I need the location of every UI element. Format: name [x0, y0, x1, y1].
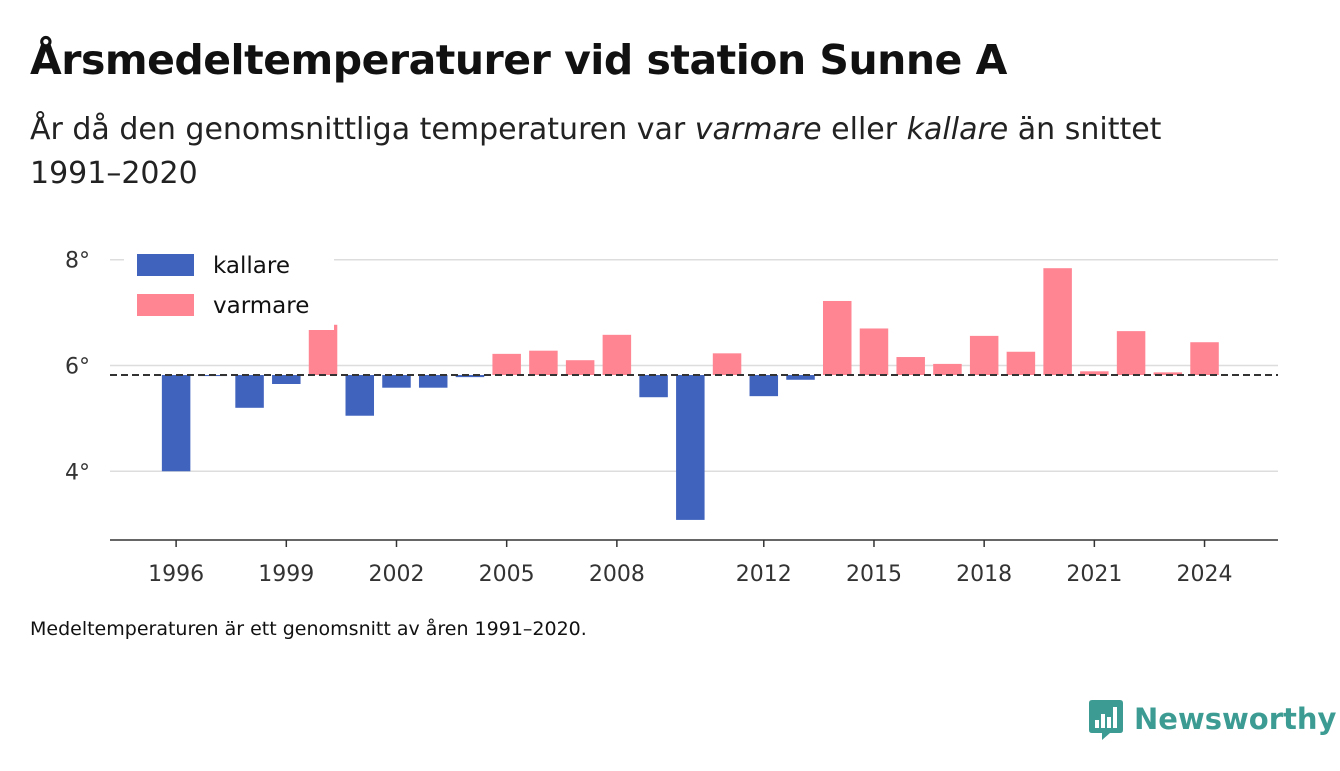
bar-kallare: [345, 375, 375, 416]
footnote: Medeltemperaturen är ett genomsnitt av å…: [30, 618, 587, 640]
x-tick-label: 2021: [1066, 562, 1122, 587]
bar-kallare: [418, 375, 448, 388]
y-tick-label: 4°: [65, 460, 90, 485]
subtitle-warm-word: varmare: [694, 112, 822, 147]
legend-label-varmare: varmare: [213, 293, 309, 319]
brand-name: Newsworthy: [1134, 702, 1337, 736]
bar-chart: 4° 6° 8° 1996 1999 2002 2005 2008 2012 2015 2018 20…: [65, 248, 1278, 587]
subtitle-part3: än snittet 1991–2020: [30, 112, 1162, 191]
x-tick-label: 1996: [148, 562, 204, 587]
bar-kallare: [272, 375, 301, 384]
subtitle-part1: År då den genomsnittliga temperaturen va…: [30, 112, 695, 147]
x-tick-label: 2024: [1177, 562, 1233, 587]
subtitle-part2: eller: [821, 112, 907, 147]
newsworthy-logo-icon: [1089, 700, 1123, 740]
x-tick-label: 2018: [956, 562, 1012, 587]
bar-varmare: [565, 360, 595, 376]
bar-varmare: [529, 350, 558, 376]
x-tick-label: 2008: [589, 562, 645, 587]
brand[interactable]: Newsworthy: [1088, 698, 1336, 740]
bar-varmare: [1006, 351, 1036, 376]
bar-varmare: [859, 328, 889, 376]
bar-varmare: [602, 334, 632, 376]
bar-varmare: [1153, 372, 1183, 376]
legend-swatch-varmare: [137, 294, 194, 316]
bar-varmare: [1080, 371, 1109, 376]
subtitle-cold-word: kallare: [906, 112, 1009, 147]
legend-label-kallare: kallare: [213, 253, 290, 279]
x-tick-label: 2002: [368, 562, 424, 587]
chart-title: Årsmedeltemperaturer vid station Sunne A: [30, 36, 1007, 84]
bar-kallare: [161, 375, 191, 472]
x-tick-label: 2015: [846, 562, 902, 587]
bar-kallare: [749, 375, 779, 397]
bar-varmare: [1043, 268, 1072, 376]
bar-varmare: [712, 353, 742, 376]
bar-kallare: [455, 375, 485, 378]
bar-kallare: [786, 375, 815, 380]
bar-kallare: [382, 375, 411, 388]
chart-subtitle: År då den genomsnittliga temperaturen va…: [30, 108, 1250, 196]
bar-kallare: [639, 375, 668, 398]
x-tick-label: 2012: [736, 562, 792, 587]
bar-kallare: [676, 375, 705, 520]
bar-varmare: [492, 353, 521, 376]
bar-varmare: [308, 324, 338, 376]
x-tick-label: 2005: [479, 562, 535, 587]
x-tick-label: 1999: [258, 562, 314, 587]
bar-varmare: [933, 363, 962, 376]
y-tick-label: 6°: [65, 354, 90, 379]
y-tick-label: 8°: [65, 249, 90, 274]
legend-swatch-kallare: [137, 254, 194, 276]
bar-varmare: [969, 335, 999, 376]
bar-kallare: [235, 375, 264, 408]
bar-varmare: [896, 357, 925, 376]
bar-varmare: [822, 300, 852, 376]
bar-varmare: [1190, 342, 1219, 376]
bar-varmare: [1116, 331, 1146, 376]
